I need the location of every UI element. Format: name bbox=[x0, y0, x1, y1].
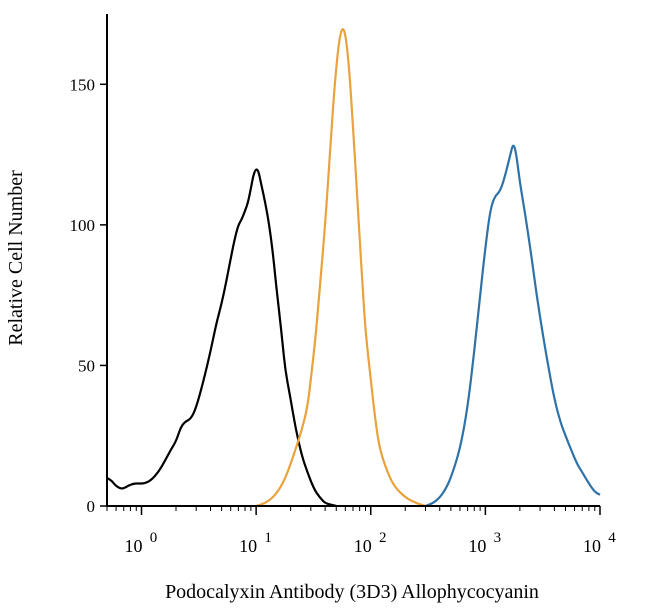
x-tick-exponent: 1 bbox=[264, 530, 272, 546]
x-tick-label: 10 bbox=[354, 536, 372, 556]
y-tick-label: 150 bbox=[70, 75, 96, 94]
x-axis-title: Podocalyxin Antibody (3D3) Allophycocyan… bbox=[165, 581, 539, 603]
x-tick-label: 10 bbox=[239, 536, 257, 556]
x-tick-exponent: 2 bbox=[379, 530, 387, 546]
x-tick-label: 10 bbox=[468, 536, 486, 556]
series-layer bbox=[107, 29, 600, 506]
y-tick-label: 50 bbox=[78, 356, 95, 375]
x-tick-exponent: 4 bbox=[608, 530, 616, 546]
series-blue-curve bbox=[425, 146, 600, 506]
y-tick-label: 100 bbox=[70, 216, 96, 235]
y-axis-title: Relative Cell Number bbox=[5, 170, 27, 346]
series-black-curve bbox=[107, 170, 336, 506]
x-tick-label: 10 bbox=[125, 536, 143, 556]
x-tick-exponent: 0 bbox=[150, 530, 158, 546]
axes-layer bbox=[107, 14, 600, 506]
x-tick-exponent: 3 bbox=[494, 530, 502, 546]
y-tick-label: 0 bbox=[87, 497, 96, 516]
x-tick-label: 10 bbox=[583, 536, 601, 556]
series-orange-curve bbox=[256, 29, 425, 506]
